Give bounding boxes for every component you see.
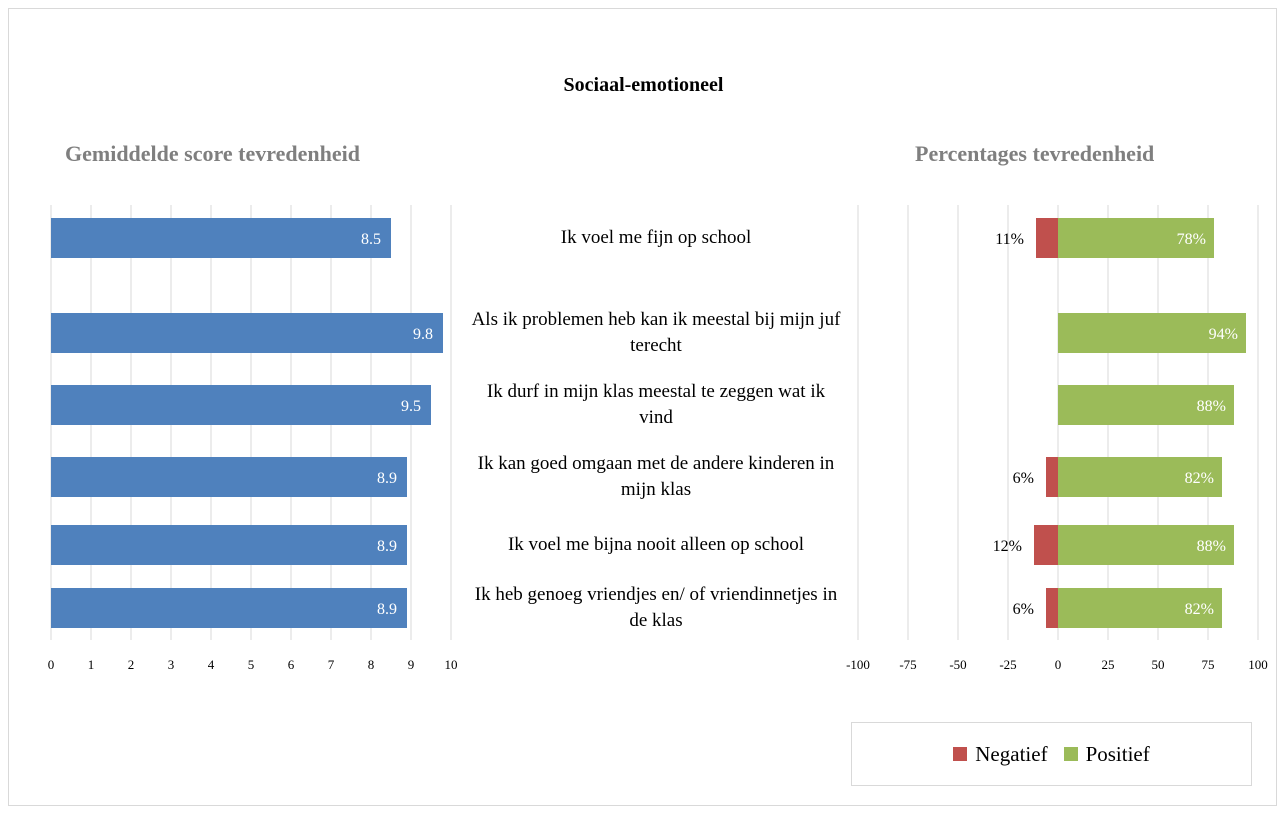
negative-bar-label: 6% — [1013, 470, 1034, 487]
positive-bar-label: 88% — [1197, 398, 1226, 415]
negative-bar-label: 12% — [993, 538, 1022, 555]
percentage-axis-tick-label: -50 — [949, 657, 966, 672]
score-axis-tick-label: 4 — [208, 657, 215, 672]
positive-bar — [1058, 218, 1214, 258]
positive-bar — [1058, 385, 1234, 425]
negative-bar — [1036, 218, 1058, 258]
score-axis-tick-label: 10 — [445, 657, 458, 672]
percentage-axis-tick-label: 50 — [1152, 657, 1165, 672]
legend-item-positive: Positief — [1063, 741, 1150, 767]
score-chart-title: Gemiddelde score tevredenheid — [65, 141, 360, 166]
positive-bar-label: 88% — [1197, 538, 1226, 555]
category-label: Ik kan goed omgaan met de andere kindere… — [477, 453, 835, 500]
positive-bar — [1058, 588, 1222, 628]
positive-bar-label: 82% — [1185, 470, 1214, 487]
negative-bar-label: 11% — [995, 231, 1024, 248]
score-axis-tick-label: 6 — [288, 657, 295, 672]
positive-bar — [1058, 525, 1234, 565]
positive-bar-label: 78% — [1177, 231, 1206, 248]
negative-bar — [1046, 457, 1058, 497]
score-axis-tick-label: 1 — [88, 657, 95, 672]
legend-label-negative: Negatief — [975, 741, 1048, 766]
score-bar — [51, 457, 407, 497]
score-axis-tick-label: 5 — [248, 657, 255, 672]
legend-swatch-negative — [953, 747, 968, 761]
legend-item-negative: Negatief — [953, 741, 1048, 767]
score-axis-tick-label: 2 — [128, 657, 135, 672]
category-label: Ik heb genoeg vriendjes en/ of vriendinn… — [474, 584, 838, 631]
percentage-axis-tick-label: -25 — [999, 657, 1016, 672]
negative-bar — [1034, 525, 1058, 565]
positive-bar — [1058, 313, 1246, 353]
percentage-chart-title: Percentages tevredenheid — [915, 141, 1155, 166]
percentage-axis-tick-label: 75 — [1202, 657, 1215, 672]
category-label: Ik voel me bijna nooit alleen op school — [507, 534, 804, 555]
main-title: Sociaal-emotioneel — [563, 74, 724, 96]
percentage-axis-tick-label: -75 — [899, 657, 916, 672]
negative-bar — [1046, 588, 1058, 628]
score-bar — [51, 525, 407, 565]
score-axis-tick-label: 8 — [368, 657, 375, 672]
legend: Negatief Positief — [851, 722, 1252, 786]
positive-bar-label: 94% — [1209, 326, 1238, 343]
score-axis-tick-label: 7 — [328, 657, 335, 672]
legend-label-positive: Positief — [1085, 741, 1150, 766]
score-bar-label: 9.8 — [413, 326, 433, 343]
score-bar-label: 8.9 — [377, 601, 397, 618]
category-label: Ik durf in mijn klas meestal te zeggen w… — [486, 381, 826, 428]
score-axis-tick-label: 0 — [48, 657, 55, 672]
score-bar — [51, 218, 391, 258]
percentage-axis-tick-label: 25 — [1102, 657, 1115, 672]
score-bar — [51, 313, 443, 353]
score-axis-tick-label: 9 — [408, 657, 415, 672]
category-label: Als ik problemen heb kan ik meestal bij … — [471, 309, 841, 356]
percentage-axis-tick-label: 0 — [1055, 657, 1062, 672]
score-bar — [51, 385, 431, 425]
category-label: Ik voel me fijn op school — [560, 227, 752, 248]
score-bar-label: 8.9 — [377, 538, 397, 555]
negative-bar-label: 6% — [1013, 601, 1034, 618]
score-bar-label: 9.5 — [401, 398, 421, 415]
score-bar — [51, 588, 407, 628]
percentage-axis-tick-label: -100 — [846, 657, 870, 672]
chart-frame — [8, 8, 1277, 806]
score-bar-label: 8.9 — [377, 470, 397, 487]
legend-swatch-positive — [1063, 747, 1078, 761]
score-bar-label: 8.5 — [361, 231, 381, 248]
positive-bar-label: 82% — [1185, 601, 1214, 618]
positive-bar — [1058, 457, 1222, 497]
percentage-axis-tick-label: 100 — [1248, 657, 1268, 672]
score-axis-tick-label: 3 — [168, 657, 175, 672]
